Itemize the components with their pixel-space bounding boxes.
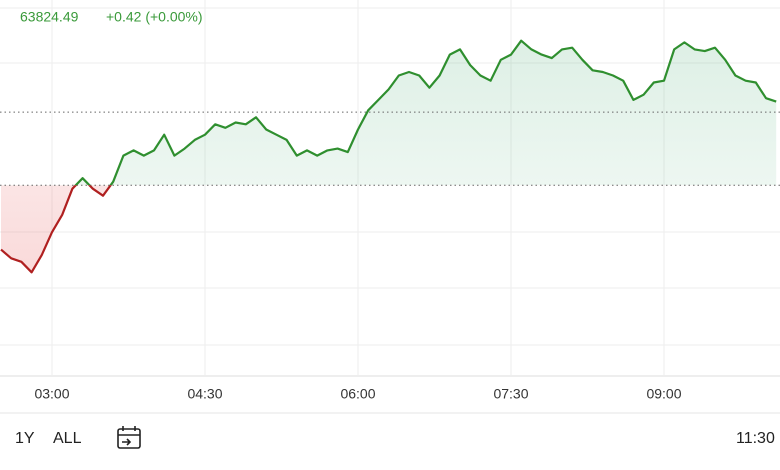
range-button[interactable]: 1Y xyxy=(15,430,35,447)
price-line-up xyxy=(74,39,777,186)
h-grid xyxy=(0,7,780,346)
x-tick-label: 04:30 xyxy=(187,386,222,402)
x-tick-label: 03:00 xyxy=(34,386,69,402)
x-tick-label: 09:00 xyxy=(646,386,681,402)
time-label: 11:30 xyxy=(736,430,775,447)
calendar-icon[interactable] xyxy=(117,426,141,449)
price: 63824.49 xyxy=(20,9,79,25)
change: +0.42 (+0.00%) xyxy=(106,9,203,25)
plot: 03:00 04:30 06:00 07:30 09:00 xyxy=(0,0,780,402)
x-tick-label: 06:00 xyxy=(340,386,375,402)
area-up xyxy=(75,40,777,186)
x-tick-label: 07:30 xyxy=(493,386,528,402)
range-button[interactable]: ALL xyxy=(53,430,82,447)
